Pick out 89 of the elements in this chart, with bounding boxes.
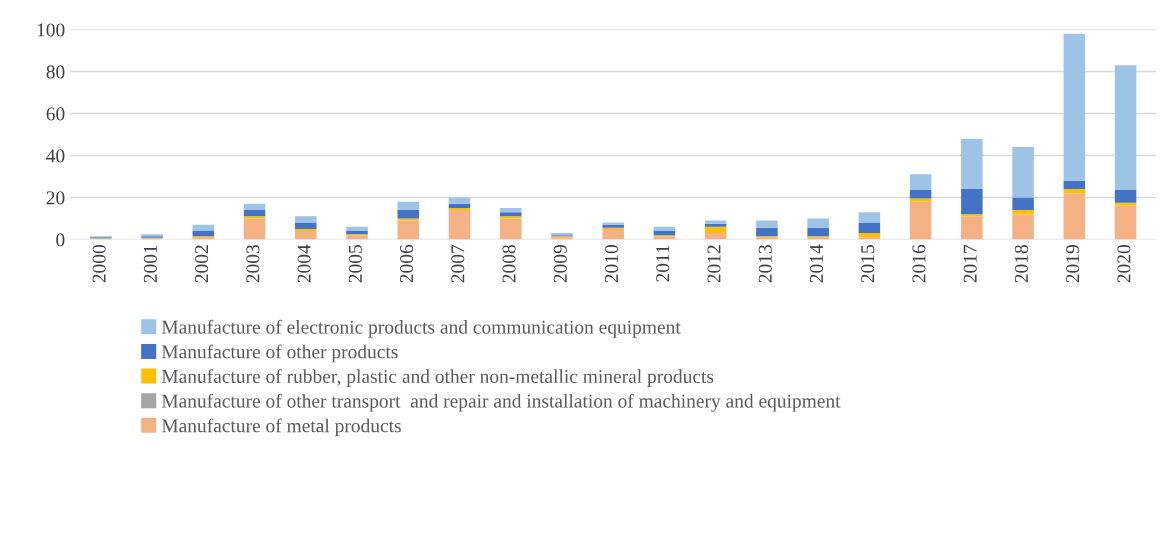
bar <box>653 231 676 236</box>
bar <box>243 203 266 211</box>
x-tick-label: 2016 <box>912 244 926 283</box>
x-tick-label: 2000 <box>92 245 106 283</box>
bar <box>448 203 471 208</box>
y-tick-label: 100 <box>37 23 65 37</box>
bar <box>448 207 471 211</box>
bar <box>756 227 778 237</box>
bar <box>1063 33 1086 181</box>
bar <box>295 216 317 223</box>
legend-label: Manufacture of metal products <box>161 418 401 437</box>
bar <box>346 235 368 240</box>
bar <box>1012 210 1034 215</box>
bar <box>602 228 624 240</box>
bar <box>961 216 983 240</box>
x-tick-label: 2001 <box>143 245 157 283</box>
bar <box>397 210 420 219</box>
x-tick-label: 2003 <box>246 245 260 283</box>
bar <box>1114 65 1137 191</box>
x-tick-label: 2017 <box>963 244 977 283</box>
bar <box>397 201 420 211</box>
bar <box>448 197 471 204</box>
x-tick-label: 2009 <box>553 245 567 283</box>
bar <box>961 189 983 215</box>
bar <box>499 218 522 240</box>
bar <box>858 233 881 238</box>
bar <box>243 218 266 240</box>
bar <box>909 174 932 191</box>
x-tick-label: 2011 <box>656 245 670 282</box>
bar <box>295 222 317 229</box>
bar <box>1114 202 1137 206</box>
bar <box>704 226 727 234</box>
bar <box>1114 205 1137 240</box>
bar <box>1063 193 1086 240</box>
bar <box>909 198 932 202</box>
bar <box>858 237 881 240</box>
y-tick-label: 0 <box>56 233 65 247</box>
bar <box>653 226 676 232</box>
bar <box>346 226 368 232</box>
bar <box>704 233 727 240</box>
bar <box>192 231 215 237</box>
x-tick-label: 2014 <box>809 244 824 283</box>
x-tick-label: 2012 <box>707 245 721 283</box>
y-tick-label: 60 <box>46 107 65 121</box>
bar <box>909 201 932 240</box>
bar <box>1063 189 1086 194</box>
x-tick-label: 2010 <box>604 245 619 283</box>
bar <box>243 216 266 219</box>
x-tick-label: 2005 <box>348 245 362 283</box>
x-tick-label: 2004 <box>297 244 311 283</box>
x-tick-label: 2013 <box>758 245 772 283</box>
bar <box>397 220 420 240</box>
bar <box>807 218 829 228</box>
y-tick-label: 20 <box>46 191 65 205</box>
legend-label: Manufacture of other products <box>161 344 398 363</box>
x-tick-label: 2019 <box>1066 245 1080 283</box>
bar <box>499 207 522 213</box>
bar <box>961 214 983 217</box>
bar <box>1114 190 1137 203</box>
y-tick-label: 40 <box>46 149 65 163</box>
x-tick-label: 2002 <box>195 245 209 283</box>
x-tick-label: 2018 <box>1014 245 1028 283</box>
bar <box>397 218 420 221</box>
x-tick-label: 2008 <box>502 245 516 283</box>
bar <box>909 190 932 199</box>
bar <box>499 216 522 219</box>
x-tick-label: 2006 <box>399 244 414 283</box>
x-tick-label: 2020 <box>1117 245 1131 283</box>
x-tick-label: 2015 <box>861 245 875 283</box>
bar <box>243 210 266 217</box>
bar <box>756 220 778 228</box>
bar <box>295 231 317 240</box>
bar <box>858 222 881 234</box>
bar <box>295 228 317 232</box>
legend-label: Manufacture of other transport and repair and installation of machinery and equipment <box>161 393 841 412</box>
x-tick-label: 2007 <box>451 244 465 283</box>
legend-label: Manufacture of electronic products and communication equipment <box>161 319 681 338</box>
bar <box>448 210 471 240</box>
bar <box>961 138 983 190</box>
bar <box>1063 180 1086 190</box>
y-tick-label: 80 <box>46 65 65 79</box>
bar <box>192 224 215 232</box>
legend-label: Manufacture of rubber, plastic and other non-metallic mineral products <box>161 369 714 387</box>
bar <box>1012 214 1034 240</box>
bar <box>499 212 522 217</box>
bar <box>807 227 829 237</box>
bar <box>1012 197 1034 211</box>
bar <box>1012 147 1034 198</box>
bar <box>858 212 881 223</box>
